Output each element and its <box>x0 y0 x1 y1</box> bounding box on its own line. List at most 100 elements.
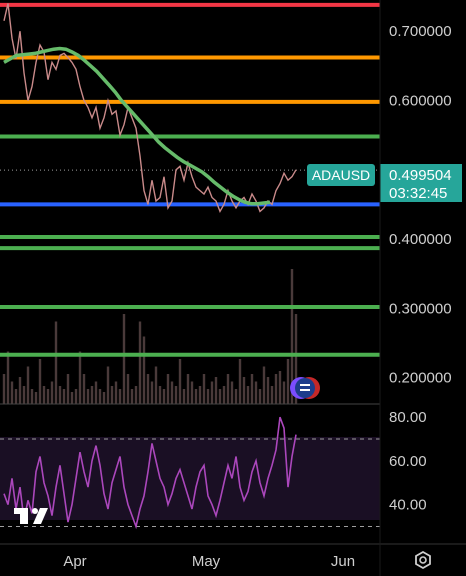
rsi-axis[interactable]: 80.00 60.00 40.00 <box>389 409 427 514</box>
volume-bar <box>10 381 14 404</box>
volume-bar <box>186 374 190 404</box>
volume-bar <box>174 386 178 404</box>
volume-bar <box>98 389 102 404</box>
volume-bar <box>62 389 66 404</box>
volume-bar <box>238 359 242 404</box>
rsi-tick: 40.00 <box>389 497 427 514</box>
volume-bar <box>54 321 58 404</box>
last-price-label: 0.499504 03:32:45 <box>380 164 462 202</box>
volume-bar <box>274 374 278 404</box>
volume-bar <box>118 389 122 404</box>
volume-bar <box>30 389 34 404</box>
x-tick-apr: Apr <box>63 553 86 570</box>
ma-line <box>3 46 271 206</box>
volume-bar <box>142 336 146 404</box>
volume-bar <box>290 269 294 404</box>
x-tick-jun: Jun <box>331 553 355 570</box>
volume-bar <box>254 381 258 404</box>
volume-bar <box>86 389 90 404</box>
rsi-tick: 80.00 <box>389 409 427 426</box>
volume-bar <box>166 374 170 404</box>
volume-bar <box>70 392 74 404</box>
volume-bar <box>230 381 234 404</box>
moving-average <box>3 46 271 206</box>
price-tick: 0.700000 <box>389 23 452 40</box>
volume-bar <box>122 314 126 404</box>
volume-bar <box>6 351 10 404</box>
volume-bar <box>294 314 298 404</box>
volume-bar <box>106 366 110 404</box>
volume-bar <box>194 389 198 404</box>
volume-bar <box>14 389 18 404</box>
price-tick: 0.300000 <box>389 300 452 317</box>
volume-bar <box>42 386 46 404</box>
volume-bar <box>138 321 142 404</box>
volume-bar <box>182 389 186 404</box>
volume-bar <box>38 359 42 404</box>
volume-bar <box>178 359 182 404</box>
volume-bar <box>146 374 150 404</box>
settings-icon[interactable] <box>415 550 431 570</box>
volume-bar <box>126 374 130 404</box>
logo-icon <box>14 508 48 524</box>
volume-bar <box>46 389 50 404</box>
volume-bar <box>270 386 274 404</box>
volume-bar <box>34 392 38 404</box>
volume-bar <box>214 377 218 404</box>
volume-bar <box>78 351 82 404</box>
volume-bar <box>58 386 62 404</box>
volume-bar <box>266 377 270 404</box>
volume-bar <box>242 377 246 404</box>
volume-bar <box>258 389 262 404</box>
volume-bar <box>66 374 70 404</box>
volume-bar <box>226 374 230 404</box>
rsi-line <box>3 416 297 530</box>
price-tick: 0.600000 <box>389 92 452 109</box>
volume-bar <box>170 381 174 404</box>
volume-bar <box>50 381 54 404</box>
rsi-tick: 60.00 <box>389 453 427 470</box>
symbol-text: ADAUSD <box>312 167 370 183</box>
horizontal-levels <box>0 2 380 357</box>
volume-bar <box>190 381 194 404</box>
volume-bar <box>2 374 6 404</box>
volume-bar <box>198 386 202 404</box>
volume-bar <box>110 386 114 404</box>
volume-bar <box>18 377 22 404</box>
volume-bar <box>102 392 106 404</box>
volume-bar <box>114 381 118 404</box>
volume-bar <box>246 386 250 404</box>
volume-bar <box>150 381 154 404</box>
volume-bars <box>2 269 298 404</box>
rsi-band <box>0 437 380 520</box>
volume-bar <box>90 386 94 404</box>
volume-bar <box>210 381 214 404</box>
countdown-text: 03:32:45 <box>389 185 447 202</box>
x-tick-may: May <box>192 553 221 570</box>
volume-bar <box>158 386 162 404</box>
volume-bar <box>26 366 30 404</box>
volume-bar <box>250 374 254 404</box>
volume-bar <box>130 389 134 404</box>
volume-bar <box>286 359 290 404</box>
volume-bar <box>134 386 138 404</box>
volume-bar <box>278 371 282 404</box>
rsi-pane <box>0 416 380 530</box>
volume-bar <box>202 374 206 404</box>
volume-bar <box>74 389 78 404</box>
symbol-label[interactable]: ADAUSD <box>307 164 375 186</box>
volume-bar <box>234 389 238 404</box>
volume-bar <box>162 389 166 404</box>
volume-bar <box>22 386 26 404</box>
price-tick: 0.400000 <box>389 231 452 248</box>
volume-bar <box>154 366 158 404</box>
volume-bar <box>82 374 86 404</box>
volume-bar <box>282 381 286 404</box>
flag-icon <box>290 377 320 399</box>
price-axis[interactable]: 0.700000 0.600000 0.400000 0.300000 0.200000 <box>389 23 452 386</box>
volume-bar <box>262 366 266 404</box>
volume-bar <box>94 381 98 404</box>
last-price-text: 0.499504 <box>389 167 452 184</box>
volume-bar <box>222 386 226 404</box>
